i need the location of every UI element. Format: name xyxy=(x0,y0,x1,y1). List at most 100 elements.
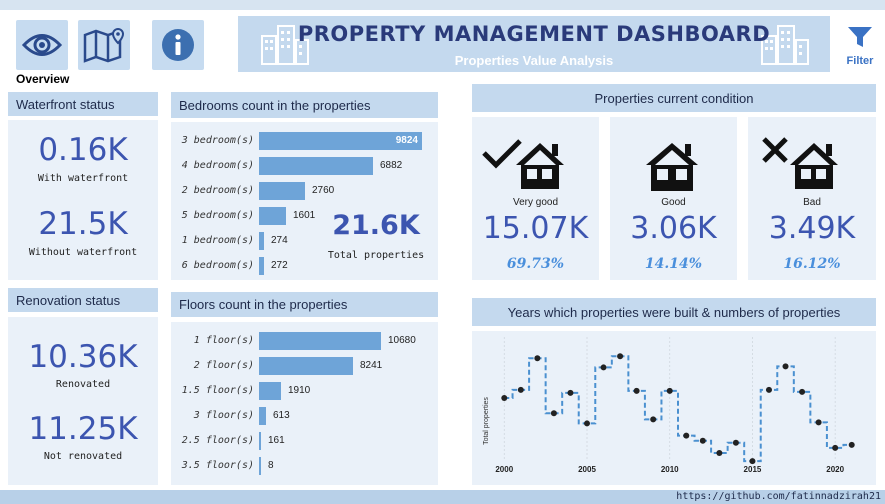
top-bar xyxy=(0,0,885,10)
github-link[interactable]: https://github.com/fatinnadzirah21 xyxy=(676,491,881,502)
floors-bar-label: 2 floor(s) xyxy=(193,360,254,371)
not-renovated-value: 11.25K xyxy=(28,411,138,447)
x-tick-label: 2000 xyxy=(495,465,513,474)
filter-button[interactable]: Filter xyxy=(840,26,880,67)
floors-bar xyxy=(259,457,261,475)
x-tick-label: 2015 xyxy=(744,465,762,474)
waterfront-header: Waterfront status xyxy=(8,92,158,116)
bedrooms-bar-label: 1 bedroom(s) xyxy=(181,235,254,246)
data-point xyxy=(683,432,690,439)
floors-bar-label: 1.5 floor(s) xyxy=(181,385,254,396)
data-point xyxy=(584,420,590,427)
data-point xyxy=(550,410,557,417)
bedrooms-bar xyxy=(259,207,286,225)
bedrooms-bar-label: 2 bedroom(s) xyxy=(181,185,254,196)
floors-bar-value: 8241 xyxy=(360,360,383,371)
with-waterfront-value: 0.16K xyxy=(38,132,128,168)
floors-bar-label: 1 floor(s) xyxy=(193,335,254,346)
eye-icon xyxy=(22,34,62,56)
floors-bar-value: 10680 xyxy=(388,335,416,346)
data-point xyxy=(749,458,756,465)
data-point xyxy=(501,394,508,401)
data-point xyxy=(633,387,640,394)
bedrooms-bar-label: 3 bedroom(s) xyxy=(181,135,254,146)
bad-value: 3.49K xyxy=(768,211,856,246)
floors-header: Floors count in the properties xyxy=(171,292,438,317)
years-chart-panel: Total properties 2000 2005 2010 2015 2020 xyxy=(472,331,876,485)
floors-bar-value: 1910 xyxy=(288,385,311,396)
total-properties-label: Total properties xyxy=(327,250,425,261)
condition-title: Properties current condition xyxy=(594,90,754,106)
data-point xyxy=(815,419,822,426)
data-point xyxy=(732,439,739,446)
map-icon xyxy=(83,27,125,63)
series-line xyxy=(504,355,852,463)
x-tick-label: 2010 xyxy=(661,465,679,474)
map-nav-button[interactable] xyxy=(78,20,130,70)
data-point xyxy=(799,388,806,395)
renovation-header: Renovation status xyxy=(8,288,158,312)
floors-title: Floors count in the properties xyxy=(179,297,348,312)
info-icon xyxy=(162,29,194,61)
bedrooms-bar-label: 4 bedroom(s) xyxy=(181,160,254,171)
y-axis-label: Total properties xyxy=(483,397,490,445)
info-nav-button[interactable] xyxy=(152,20,204,70)
data-point xyxy=(534,355,541,362)
data-point xyxy=(848,441,855,448)
bedrooms-bar xyxy=(259,182,305,200)
renovation-title: Renovation status xyxy=(16,292,121,308)
floors-bar xyxy=(259,382,281,400)
bedrooms-bar-value: 272 xyxy=(271,260,288,271)
house-icon xyxy=(646,143,698,191)
floors-bar xyxy=(259,357,353,375)
data-point xyxy=(666,387,673,394)
renovated-value: 10.36K xyxy=(28,339,138,375)
very-good-value: 15.07K xyxy=(482,211,589,246)
years-chart-header: Years which properties were built & numb… xyxy=(472,298,876,326)
data-point xyxy=(699,437,706,444)
bedrooms-bar xyxy=(259,257,264,275)
data-point xyxy=(716,449,723,456)
bottom-bar xyxy=(0,490,885,504)
house-x-icon xyxy=(762,137,838,189)
bedrooms-bar xyxy=(259,132,422,150)
bedrooms-bar xyxy=(259,232,264,250)
bedrooms-bar-label: 6 bedroom(s) xyxy=(181,260,254,271)
floors-bar-value: 613 xyxy=(273,410,290,421)
very-good-percent: 69.73% xyxy=(506,256,565,272)
bedrooms-bar xyxy=(259,157,373,175)
bedrooms-bar-value: 6882 xyxy=(380,160,403,171)
data-point xyxy=(782,363,789,370)
x-tick-label: 2005 xyxy=(578,465,596,474)
x-tick-label: 2020 xyxy=(826,465,844,474)
overview-nav-button[interactable] xyxy=(16,20,68,70)
floors-bar-label: 2.5 floor(s) xyxy=(181,435,254,446)
floors-bar-label: 3.5 floor(s) xyxy=(181,460,254,471)
bedrooms-header: Bedrooms count in the properties xyxy=(171,92,438,118)
data-point xyxy=(766,386,772,393)
bedrooms-bar-value: 9824 xyxy=(395,135,418,146)
bad-percent: 16.12% xyxy=(783,256,841,272)
bedrooms-bar-value: 2760 xyxy=(312,185,335,196)
data-point xyxy=(650,416,657,423)
without-waterfront-label: Without waterfront xyxy=(28,247,138,258)
filter-icon xyxy=(848,27,872,47)
bedrooms-title: Bedrooms count in the properties xyxy=(179,97,371,113)
condition-card-very-good: Very good 15.07K 69.73% xyxy=(472,117,599,280)
renovated-label: Renovated xyxy=(55,379,111,390)
bedrooms-bar-value: 1601 xyxy=(293,210,316,221)
floors-bar-value: 161 xyxy=(268,435,285,446)
good-label: Good xyxy=(661,197,686,208)
waterfront-panel: 0.16K With waterfront 21.5K Without wate… xyxy=(8,120,158,280)
title-banner xyxy=(238,16,830,72)
filter-label: Filter xyxy=(846,55,874,67)
good-value: 3.06K xyxy=(630,211,717,246)
floors-bar xyxy=(259,432,261,450)
renovation-panel: 10.36K Renovated 11.25K Not renovated xyxy=(8,317,158,485)
floors-bar xyxy=(259,407,266,425)
waterfront-title: Waterfront status xyxy=(16,96,115,112)
not-renovated-label: Not renovated xyxy=(43,451,123,462)
page-subtitle: Properties Value Analysis xyxy=(454,53,614,68)
overview-label: Overview xyxy=(16,72,70,86)
years-chart-title: Years which properties were built & numb… xyxy=(507,304,841,320)
